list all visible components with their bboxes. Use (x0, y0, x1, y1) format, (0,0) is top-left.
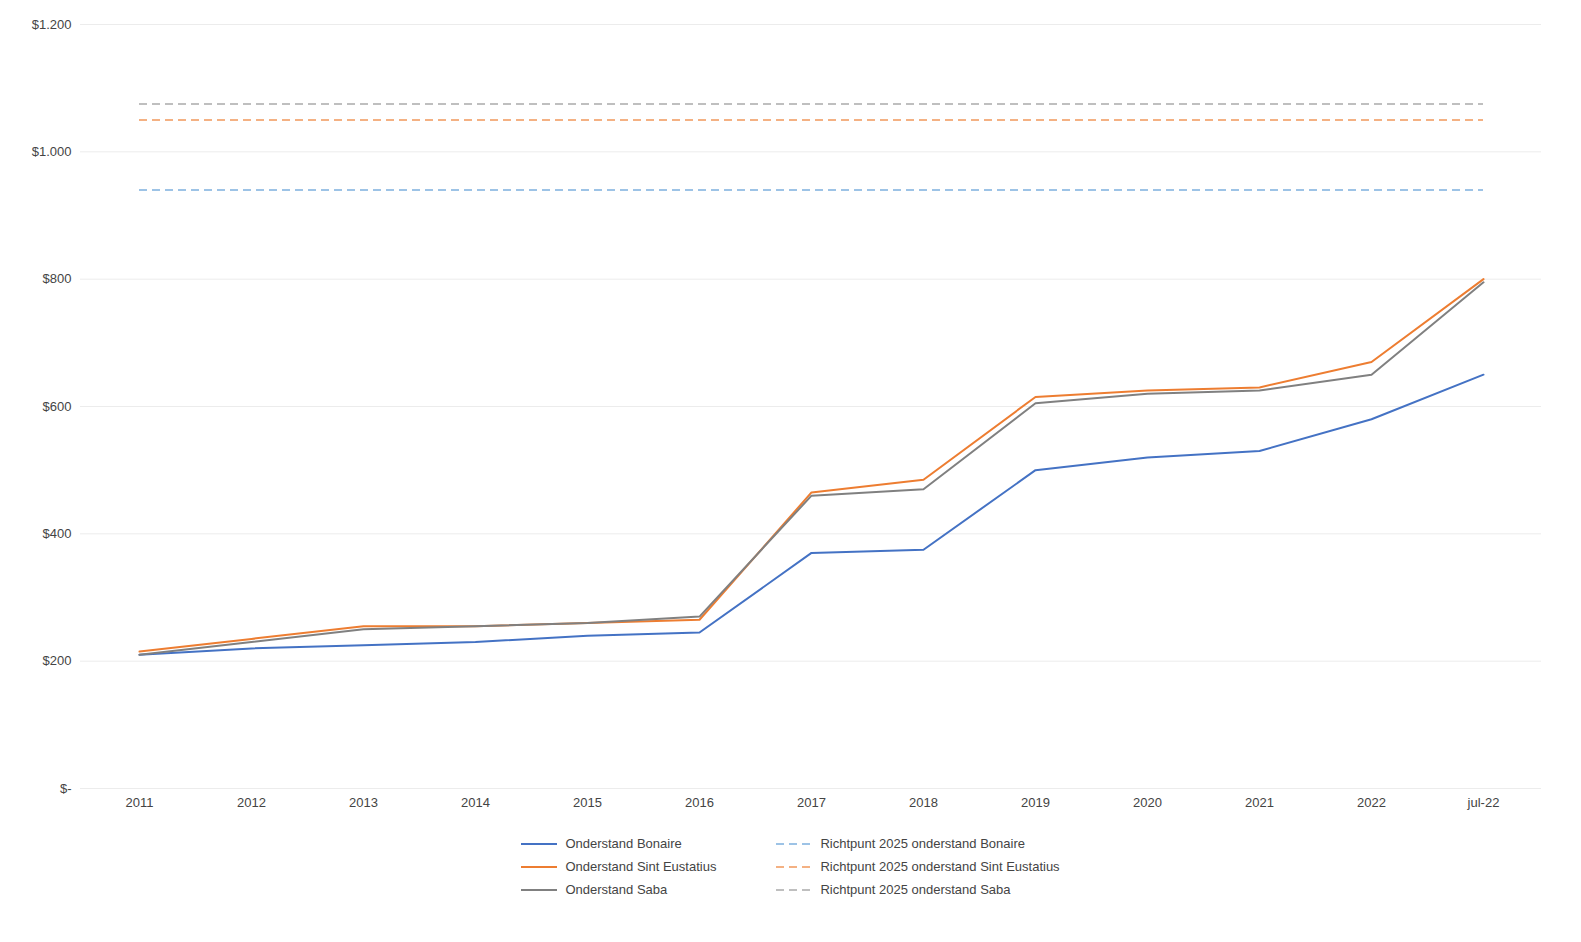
svg-text:2015: 2015 (573, 795, 602, 810)
svg-text:$400: $400 (43, 526, 72, 541)
svg-text:2017: 2017 (797, 795, 826, 810)
svg-text:2011: 2011 (126, 795, 154, 810)
html-text:Onderstand Saba: Onderstand Saba (565, 882, 668, 897)
svg-text:2013: 2013 (349, 795, 378, 810)
svg-text:2016: 2016 (685, 795, 714, 810)
svg-text:2022: 2022 (1357, 795, 1386, 810)
svg-text:2014: 2014 (461, 795, 490, 810)
svg-text:2020: 2020 (1133, 795, 1162, 810)
svg-text:$-: $- (60, 781, 72, 796)
html-text:Richtpunt 2025 onderstand Bona: Richtpunt 2025 onderstand Bonaire (820, 836, 1025, 851)
svg-text:$200: $200 (43, 653, 72, 668)
svg-text:$800: $800 (43, 271, 72, 286)
html-text:Onderstand Bonaire: Onderstand Bonaire (565, 836, 682, 851)
html-text:Richtpunt 2025 onderstand Sint: Richtpunt 2025 onderstand Sint Eustatius (820, 859, 1060, 874)
svg-text:jul-22: jul-22 (1467, 795, 1500, 810)
html-text:Richtpunt 2025 onderstand Saba: Richtpunt 2025 onderstand Saba (820, 882, 1011, 897)
svg-text:$1.000: $1.000 (32, 144, 72, 159)
svg-text:$1.200: $1.200 (32, 17, 72, 32)
svg-text:2018: 2018 (909, 795, 938, 810)
svg-text:2019: 2019 (1021, 795, 1050, 810)
svg-text:$600: $600 (43, 399, 72, 414)
html-text:Onderstand Sint Eustatius: Onderstand Sint Eustatius (565, 859, 717, 874)
svg-text:2012: 2012 (237, 795, 266, 810)
svg-text:2021: 2021 (1245, 795, 1274, 810)
